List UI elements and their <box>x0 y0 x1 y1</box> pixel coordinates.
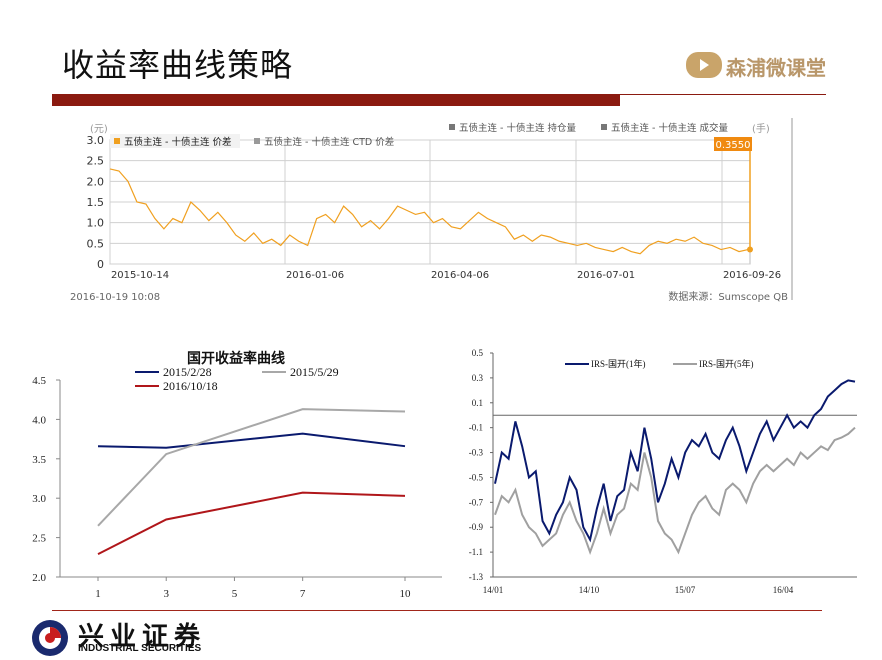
y-tick-label: 2.5 <box>87 155 105 168</box>
series-line-spread <box>109 168 749 255</box>
legend-label: IRS-国开(5年) <box>699 358 754 369</box>
company-name-cn: 兴业证券 <box>78 622 207 652</box>
yield-curve-chart: 国开收益率曲线 4.5 4.0 3.5 3.0 2.5 2.0 1 3 5 7 10 2015/2/28… <box>32 350 442 600</box>
title-divider-line <box>620 94 826 95</box>
y-tick-label: 3.0 <box>87 134 105 147</box>
y-tick-label: 0.5 <box>87 237 105 250</box>
legend-highlight <box>110 134 240 148</box>
y-unit-left: (元) <box>90 124 108 135</box>
page-title: 收益率曲线策略 <box>62 46 294 84</box>
legend-label: 五债主连 - 十债主连 持仓量 <box>459 122 576 134</box>
x-tick-label: 15/07 <box>675 585 696 595</box>
legend-swatch <box>601 124 607 130</box>
y-unit-right: (手) <box>752 122 770 135</box>
y-tick-label: 2.0 <box>32 572 46 584</box>
legend-swatch <box>254 138 260 144</box>
x-tick-label: 5 <box>232 588 238 600</box>
company-name-en: INDUSTRIAL SECURITIES <box>78 643 202 654</box>
legend-label: 2016/10/18 <box>163 379 218 393</box>
y-tick-label: -0.3 <box>469 448 484 458</box>
y-tick-label: -1.3 <box>469 572 484 582</box>
legend-label: 五债主连 - 十债主连 价差 <box>124 136 232 148</box>
spread-chart: 3.0 2.5 2.0 1.5 1.0 0.5 0 2015-10-14 2016-01-06 2… <box>70 118 793 303</box>
y-tick-label: 0.3 <box>472 373 484 383</box>
chart-title: 国开收益率曲线 <box>187 350 285 367</box>
series-line-2 <box>494 426 856 556</box>
series-line-2 <box>97 408 406 527</box>
brand-name: 森浦微课堂 <box>726 56 826 80</box>
source-label: 数据来源：Sumscope QB <box>668 290 788 303</box>
y-tick-label: 0 <box>97 258 104 271</box>
x-tick-label: 7 <box>300 588 306 600</box>
series-line-3 <box>97 491 406 556</box>
y-tick-label: -0.5 <box>469 472 484 482</box>
y-tick-label: 3.5 <box>32 454 46 466</box>
legend-label: 2015/5/29 <box>290 365 339 379</box>
x-tick-label: 2016-07-01 <box>577 270 635 281</box>
x-tick-label: 2016-01-06 <box>286 270 344 281</box>
series-line-1 <box>494 379 856 543</box>
y-tick-label: 0.5 <box>472 348 484 358</box>
y-tick-label: 4.5 <box>32 375 46 387</box>
x-tick-label: 14/10 <box>579 585 600 595</box>
x-tick-label: 14/01 <box>483 585 504 595</box>
y-tick-label: -0.9 <box>469 522 484 532</box>
y-tick-label: 1.0 <box>87 217 105 230</box>
x-tick-label: 2016-09-26 <box>723 270 781 281</box>
last-value-badge <box>714 137 752 151</box>
legend-label: 五债主连 - 十债主连 成交量 <box>611 122 728 134</box>
play-icon <box>686 52 722 78</box>
y-tick-label: 2.5 <box>32 533 46 545</box>
brand-logo: 森浦微课堂 <box>686 50 836 80</box>
legend-label: 2015/2/28 <box>163 365 212 379</box>
timestamp-label: 2016-10-19 10:08 <box>70 292 160 303</box>
irs-spread-chart: 0.5 0.3 0.1 -0.1 -0.3 -0.5 -0.7 -0.9 -1.1 -1.3 14/… <box>469 348 857 595</box>
last-value-label: 0.3550 <box>716 140 751 151</box>
x-tick-label: 2015-10-14 <box>111 270 169 281</box>
y-tick-label: 0.1 <box>472 398 483 408</box>
y-tick-label: -0.1 <box>469 423 483 433</box>
legend-swatch <box>449 124 455 130</box>
legend-label: 五债主连 - 十债主连 CTD 价差 <box>264 136 394 148</box>
footer-divider <box>52 610 822 611</box>
y-tick-label: 2.0 <box>87 175 105 188</box>
y-tick-label: 1.5 <box>87 196 105 209</box>
series-line-1 <box>97 432 406 449</box>
y-tick-label: -0.7 <box>469 497 484 507</box>
company-logo: 兴业证券 INDUSTRIAL SECURITIES <box>30 618 270 658</box>
y-tick-label: 4.0 <box>32 414 46 426</box>
legend-swatch <box>114 138 120 144</box>
y-tick-label: -1.1 <box>469 547 483 557</box>
y-tick-label: 3.0 <box>32 493 46 505</box>
x-tick-label: 2016-04-06 <box>431 270 489 281</box>
x-tick-label: 3 <box>163 588 169 600</box>
title-divider-bar <box>52 94 620 106</box>
x-tick-label: 1 <box>95 588 101 600</box>
x-tick-label: 16/04 <box>773 585 794 595</box>
last-value-point <box>747 246 753 253</box>
x-tick-label: 10 <box>400 588 412 600</box>
company-emblem-icon <box>32 620 68 656</box>
legend-label: IRS-国开(1年) <box>591 358 646 369</box>
